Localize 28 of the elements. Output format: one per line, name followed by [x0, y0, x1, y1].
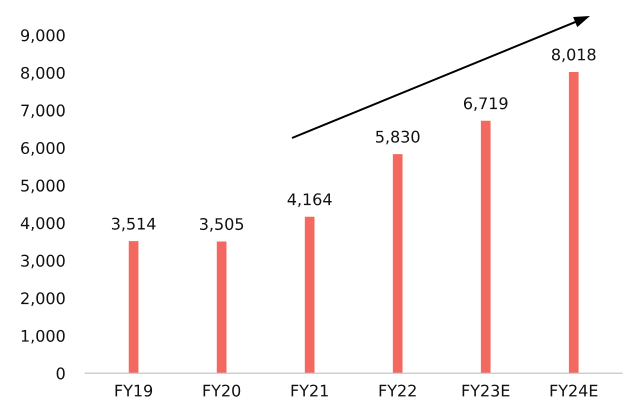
y-tick-label: 2,000 — [21, 292, 65, 306]
data-label: 3,505 — [200, 218, 244, 232]
y-tick-label: 9,000 — [21, 29, 65, 43]
bar — [216, 242, 226, 374]
x-tick-label: FY24E — [550, 384, 598, 396]
bar — [568, 72, 579, 374]
x-tick-label: FY22 — [380, 384, 416, 396]
y-tick-label: 6,000 — [21, 142, 65, 156]
y-tick-label: 4,000 — [20, 217, 65, 231]
y-tick-label: 1,000 — [22, 330, 65, 344]
bar — [480, 120, 491, 374]
x-tick-label: FY23E — [462, 384, 510, 397]
y-tick-label: 8,000 — [21, 66, 65, 81]
data-label: 4,164 — [288, 193, 332, 207]
y-tick-label: 5,000 — [21, 180, 65, 194]
x-tick-label: FY21 — [292, 384, 328, 396]
x-tick-label: FY19 — [116, 384, 152, 397]
bar — [128, 241, 138, 374]
x-tick-label: FY20 — [204, 384, 240, 397]
bar — [304, 216, 314, 374]
bar — [392, 154, 403, 374]
data-label: 6,719 — [464, 97, 508, 111]
y-tick-label: 3,000 — [21, 254, 65, 268]
data-label: 8,018 — [552, 48, 596, 62]
y-tick-label: 0 — [56, 367, 65, 380]
data-label: 3,514 — [112, 218, 156, 232]
data-label: 5,830 — [376, 130, 420, 144]
y-tick-label: 7,000 — [21, 104, 65, 118]
